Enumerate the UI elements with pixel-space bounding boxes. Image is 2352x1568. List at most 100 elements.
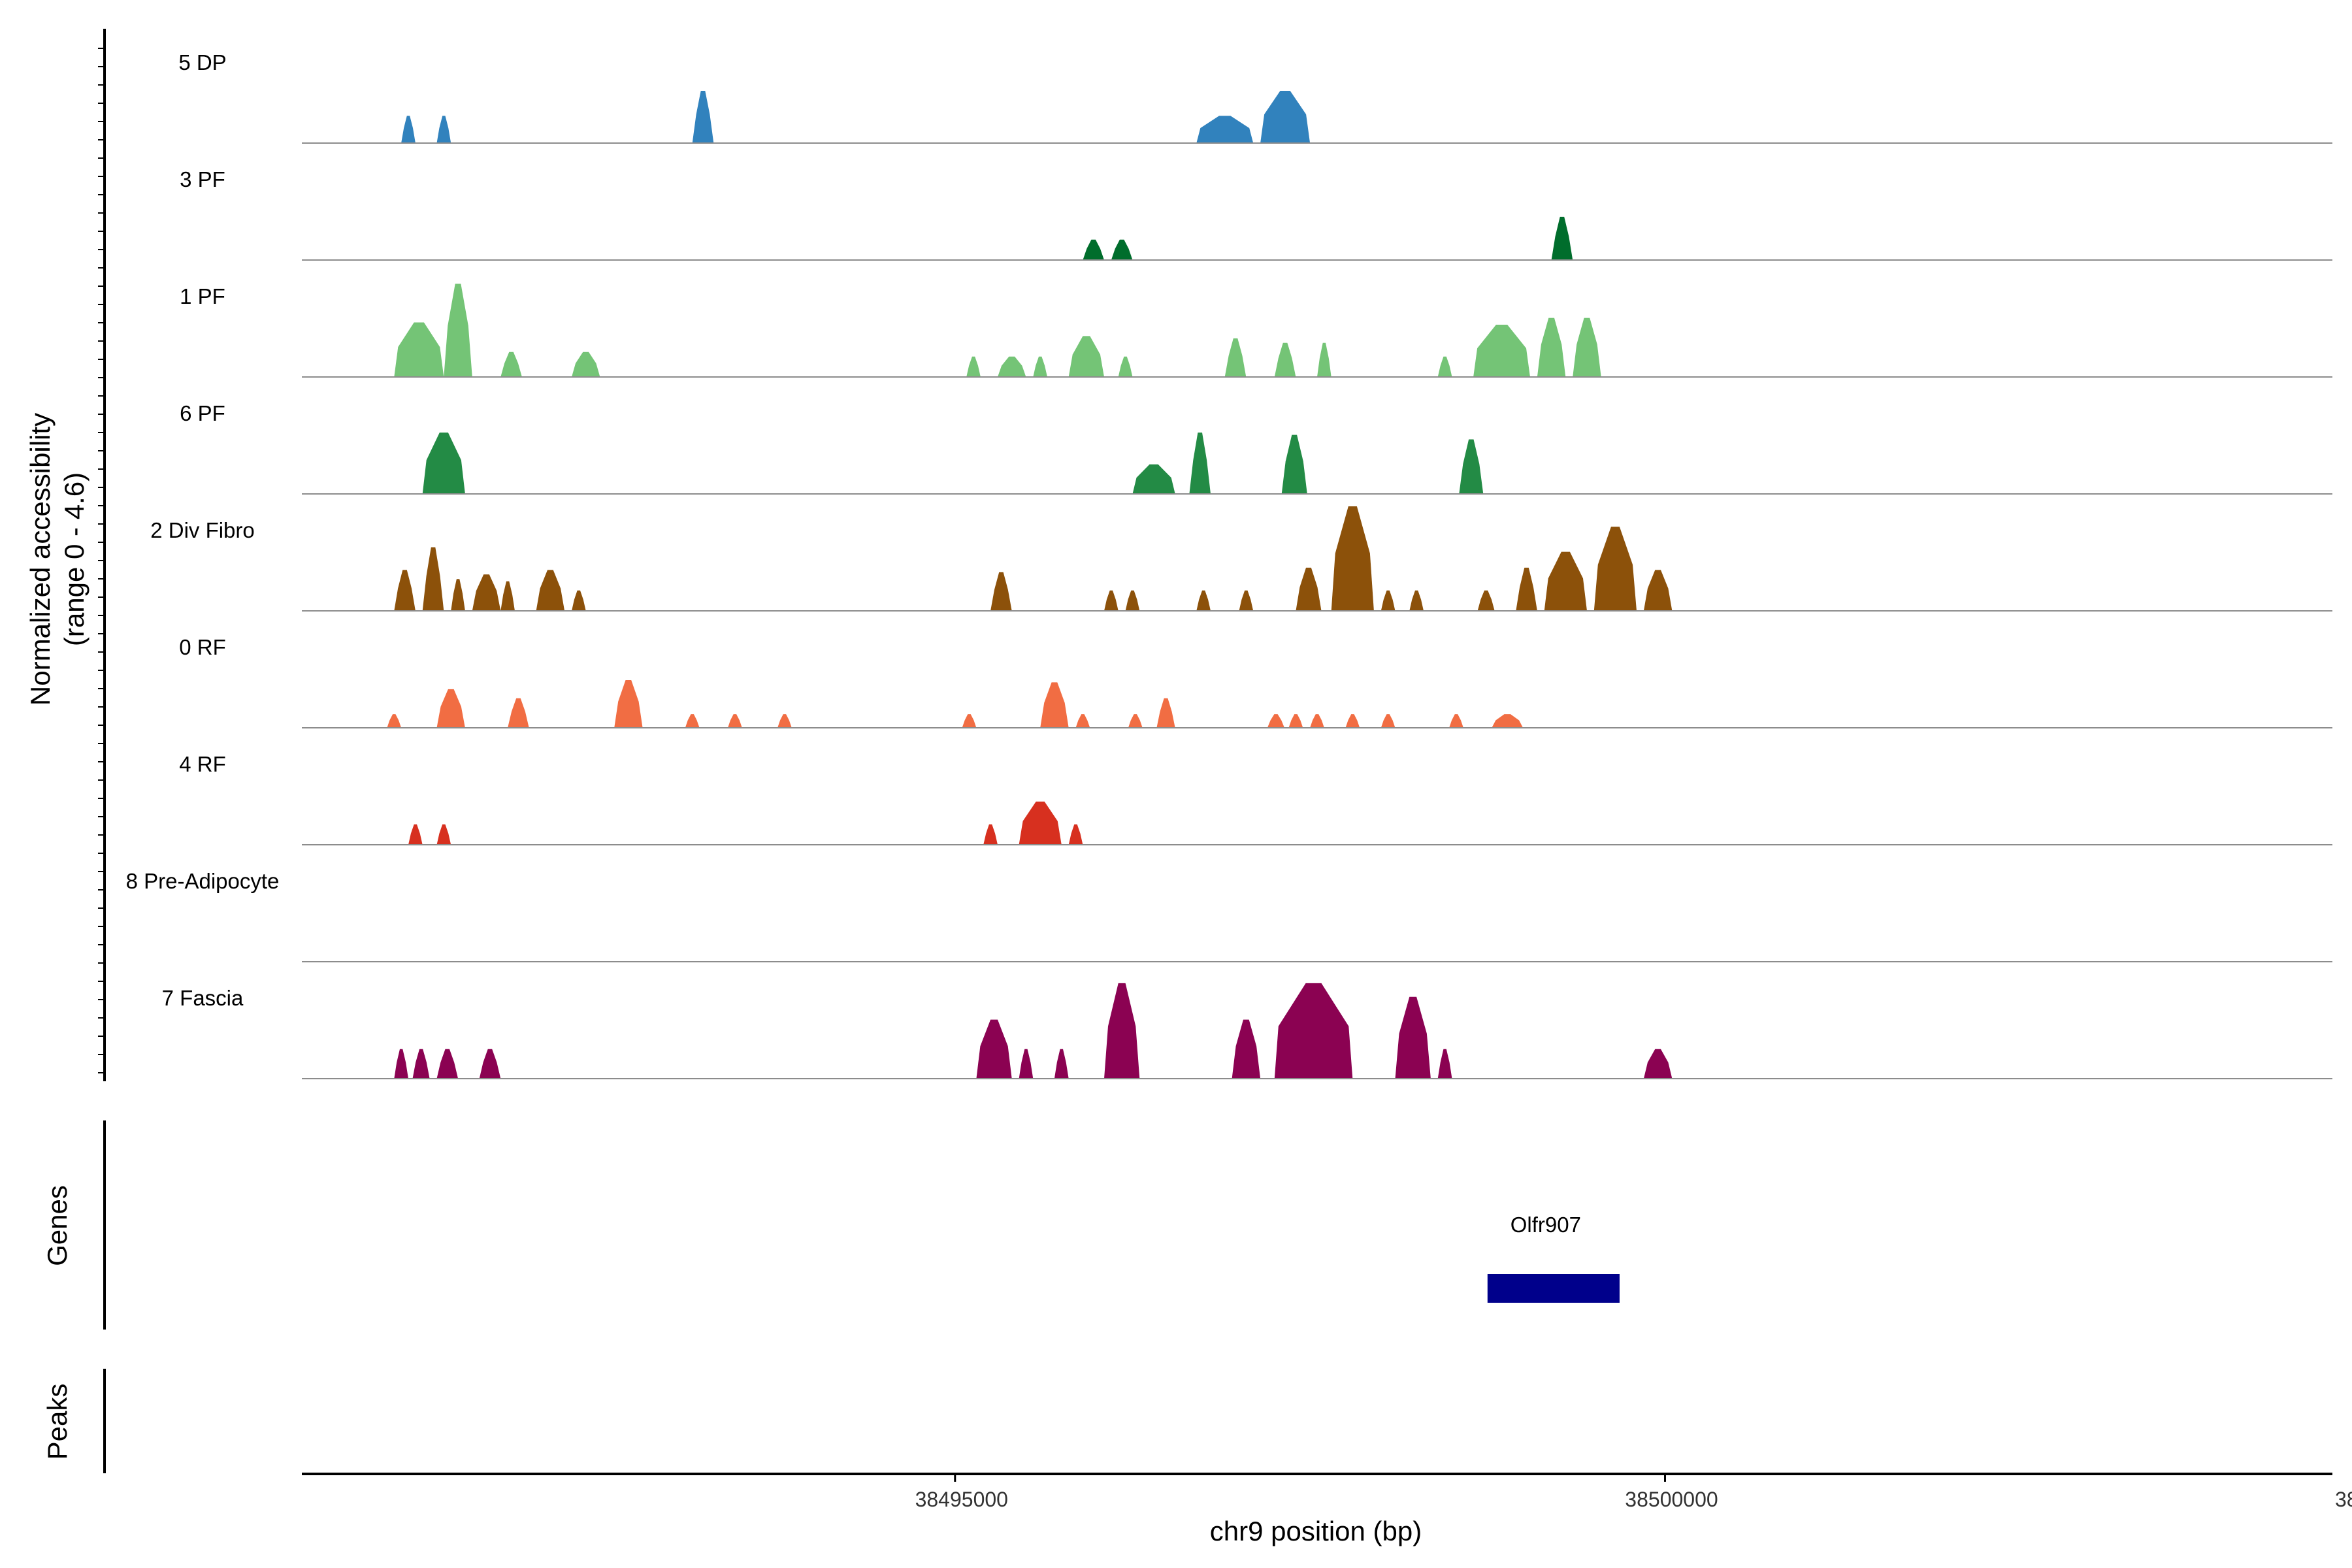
coverage-peak — [692, 91, 714, 143]
coverage-peak — [990, 572, 1012, 611]
coverage-peak — [1380, 714, 1396, 728]
coverage-peak — [1537, 318, 1566, 377]
coverage-peak — [408, 824, 423, 845]
coverage-peak — [1019, 801, 1062, 845]
coverage-peak — [1317, 342, 1331, 377]
track-label: 0 RF — [179, 635, 226, 659]
track-3: 1 PF — [180, 284, 2332, 378]
track-5: 2 Div Fibro — [150, 506, 2332, 612]
coverage-peak — [1473, 325, 1530, 377]
track-2: 3 PF — [180, 167, 2332, 261]
coverage-peak — [1132, 464, 1175, 494]
coverage-peak — [1054, 1049, 1069, 1079]
track-6: 0 RF — [179, 635, 2332, 728]
coverage-peak — [1345, 714, 1360, 728]
y-axis-title-line2: (range 0 - 4.6) — [59, 472, 90, 646]
coverage-peak — [777, 714, 792, 728]
coverage-peak — [983, 824, 998, 845]
coverage-peak — [472, 574, 501, 611]
track-label: 7 Fascia — [162, 986, 244, 1010]
coverage-peak — [500, 351, 522, 377]
coverage-peak — [1232, 1019, 1261, 1079]
coverage-peak — [1196, 590, 1211, 611]
coverage-peak — [1083, 239, 1104, 260]
coverage-peak — [1296, 567, 1322, 611]
coverage-peak — [1104, 983, 1140, 1079]
track-8: 8 Pre-Adipocyte — [126, 869, 2332, 962]
coverage-peak — [436, 824, 451, 845]
coverage-peak — [1068, 824, 1083, 845]
coverage-peak — [1492, 714, 1524, 728]
left-axis — [98, 29, 106, 1081]
x-tick-label: 38500000 — [1625, 1488, 1718, 1511]
coverage-peak — [436, 689, 465, 728]
coverage-peak — [536, 570, 565, 611]
coverage-peak — [1593, 527, 1637, 611]
coverage-peak — [1125, 590, 1140, 611]
gene-label-olfr907: Olfr907 — [1511, 1213, 1581, 1237]
coverage-peak — [1437, 1049, 1452, 1079]
coverage-peak — [1260, 91, 1311, 143]
coverage-peak — [1111, 239, 1133, 260]
track-label: 3 PF — [180, 167, 225, 191]
track-1: 5 DP — [178, 50, 2332, 144]
coverage-peak — [962, 714, 977, 728]
coverage-peak — [1033, 356, 1047, 377]
x-axis: 38495000 38500000 38505000 — [302, 1473, 2352, 1511]
coverage-peak — [1331, 506, 1374, 611]
coverage-peak — [1409, 590, 1424, 611]
coverage-peak — [1196, 116, 1254, 143]
peaks-panel-title: Peaks — [42, 1384, 73, 1460]
y-axis-title-line1: Normalized accessibility — [25, 413, 56, 706]
coverage-peak — [1551, 216, 1573, 260]
track-label: 1 PF — [180, 284, 225, 308]
track-7: 4 RF — [179, 752, 2332, 845]
track-label: 6 PF — [180, 401, 225, 425]
coverage-tracks: 5 DP 3 PF 1 PF 6 PF 2 Div Fibro 0 RF 4 RF 8 Pre… — [126, 50, 2332, 1079]
coverage-peak — [479, 1049, 501, 1079]
coverage-peak — [422, 547, 444, 611]
coverage-peak — [1156, 698, 1175, 728]
coverage-peak — [1118, 356, 1133, 377]
x-axis-title: chr9 position (bp) — [1210, 1516, 1422, 1546]
coverage-peak — [998, 356, 1026, 377]
coverage-peak — [1643, 1049, 1673, 1079]
coverage-peak — [1281, 434, 1307, 494]
coverage-peak — [1189, 433, 1211, 494]
coverage-peak — [444, 284, 472, 377]
coverage-peak — [1274, 342, 1296, 377]
coverage-peak — [1239, 590, 1254, 611]
track-label: 2 Div Fibro — [150, 518, 255, 542]
coverage-peak — [394, 570, 416, 611]
coverage-peak — [387, 714, 402, 728]
coverage-peak — [436, 1049, 459, 1079]
coverage-peak — [508, 698, 529, 728]
coverage-peak — [1449, 714, 1463, 728]
coverage-peak — [1040, 682, 1069, 728]
coverage-peak — [1104, 590, 1119, 611]
coverage-peak — [1288, 714, 1303, 728]
coverage-peak — [1477, 590, 1495, 611]
gene-annotation: Olfr907 — [1487, 1213, 1620, 1303]
coverage-peak — [1075, 714, 1090, 728]
coverage-peak — [436, 116, 451, 143]
coverage-peak — [1573, 318, 1601, 377]
track-4: 6 PF — [180, 401, 2332, 495]
coverage-peak — [1068, 336, 1104, 377]
coverage-peak — [1380, 590, 1396, 611]
coverage-peak — [572, 590, 586, 611]
track-label: 4 RF — [179, 752, 226, 776]
coverage-peak — [728, 714, 742, 728]
coverage-peak — [1274, 983, 1353, 1079]
coverage-peak — [451, 579, 465, 611]
coverage-peak — [966, 356, 981, 377]
coverage-peak — [1019, 1049, 1034, 1079]
coverage-peak — [394, 322, 444, 377]
coverage-peak — [422, 433, 465, 494]
coverage-peak — [1459, 439, 1484, 494]
coverage-peak — [572, 351, 600, 377]
coverage-peak — [500, 581, 515, 611]
track-label: 8 Pre-Adipocyte — [126, 869, 280, 893]
track-label: 5 DP — [178, 50, 226, 74]
